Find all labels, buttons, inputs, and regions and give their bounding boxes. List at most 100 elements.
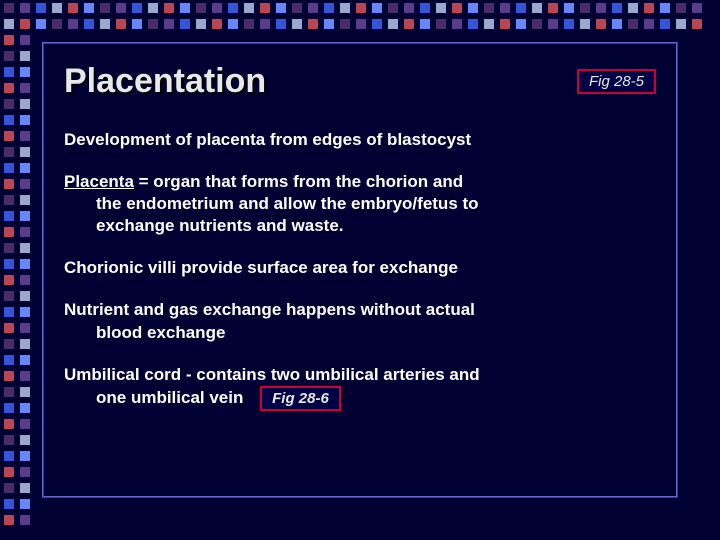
- decor-dot: [340, 19, 350, 29]
- decor-dot: [20, 515, 30, 525]
- decor-dot: [84, 19, 94, 29]
- decor-dot: [4, 419, 14, 429]
- decor-dot: [148, 19, 158, 29]
- decor-dot: [180, 3, 190, 13]
- decor-dot: [20, 355, 30, 365]
- decor-dot: [20, 339, 30, 349]
- decor-dot: [660, 3, 670, 13]
- figure-label-2: Fig 28-6: [260, 386, 341, 412]
- decor-dot: [644, 19, 654, 29]
- decor-dot: [20, 99, 30, 109]
- decor-dot: [468, 19, 478, 29]
- p4-line1: Nutrient and gas exchange happens withou…: [64, 300, 475, 319]
- placenta-term: Placenta: [64, 172, 134, 191]
- decor-dot: [516, 19, 526, 29]
- decor-dot: [500, 3, 510, 13]
- decor-dot: [20, 163, 30, 173]
- decor-dot: [580, 3, 590, 13]
- decor-dot: [4, 371, 14, 381]
- decor-dot: [20, 307, 30, 317]
- decor-dot: [36, 3, 46, 13]
- decor-dot: [340, 3, 350, 13]
- decor-dot: [20, 291, 30, 301]
- decor-dot: [20, 243, 30, 253]
- decor-dot: [4, 67, 14, 77]
- decor-dot: [4, 499, 14, 509]
- decor-dot: [148, 3, 158, 13]
- decor-dot: [4, 355, 14, 365]
- decor-dot: [84, 3, 94, 13]
- p2-line2: the endometrium and allow the embryo/fet…: [64, 193, 656, 215]
- decor-dot: [660, 19, 670, 29]
- decor-dot: [100, 19, 110, 29]
- decorative-dots-top: [0, 0, 720, 36]
- decor-dot: [20, 323, 30, 333]
- decor-dot: [596, 3, 606, 13]
- decor-dot: [20, 451, 30, 461]
- decor-dot: [580, 19, 590, 29]
- p4-line2: blood exchange: [64, 322, 656, 344]
- decor-dot: [212, 19, 222, 29]
- decor-dot: [628, 19, 638, 29]
- decor-dot: [20, 131, 30, 141]
- decor-dot: [20, 3, 30, 13]
- slide-content: Placentation Fig 28-5 Development of pla…: [42, 42, 678, 498]
- decor-dot: [4, 483, 14, 493]
- p5-line2: one umbilical vein Fig 28-6: [64, 386, 656, 412]
- decor-dot: [676, 19, 686, 29]
- decor-dot: [116, 3, 126, 13]
- decor-dot: [692, 19, 702, 29]
- decor-dot: [468, 3, 478, 13]
- decor-dot: [116, 19, 126, 29]
- decor-dot: [372, 3, 382, 13]
- decor-dot: [500, 19, 510, 29]
- decor-dot: [20, 483, 30, 493]
- figure-label-1: Fig 28-5: [577, 69, 656, 94]
- decor-dot: [20, 371, 30, 381]
- decor-dot: [164, 19, 174, 29]
- decor-dot: [4, 307, 14, 317]
- decor-dot: [276, 3, 286, 13]
- decor-dot: [4, 179, 14, 189]
- decor-dot: [404, 3, 414, 13]
- decor-dot: [564, 19, 574, 29]
- decor-dot: [612, 19, 622, 29]
- decor-dot: [388, 19, 398, 29]
- decor-dot: [548, 3, 558, 13]
- decor-dot: [436, 19, 446, 29]
- decor-dot: [132, 3, 142, 13]
- paragraph-1: Development of placenta from edges of bl…: [64, 129, 656, 151]
- decor-dot: [4, 163, 14, 173]
- decor-dot: [4, 195, 14, 205]
- decor-dot: [4, 211, 14, 221]
- decor-dot: [20, 19, 30, 29]
- decor-dot: [4, 35, 14, 45]
- decor-dot: [292, 19, 302, 29]
- decor-dot: [20, 259, 30, 269]
- decor-dot: [532, 19, 542, 29]
- decor-dot: [4, 3, 14, 13]
- decor-dot: [132, 19, 142, 29]
- decor-dot: [628, 3, 638, 13]
- decor-dot: [100, 3, 110, 13]
- p2-rest: = organ that forms from the chorion and: [134, 172, 463, 191]
- decor-dot: [68, 3, 78, 13]
- decor-dot: [372, 19, 382, 29]
- decor-dot: [308, 19, 318, 29]
- decor-dot: [20, 35, 30, 45]
- decor-dot: [20, 435, 30, 445]
- decor-dot: [388, 3, 398, 13]
- decor-dot: [196, 3, 206, 13]
- decor-dot: [20, 419, 30, 429]
- decor-dot: [324, 19, 334, 29]
- decor-dot: [4, 275, 14, 285]
- decor-dot: [4, 227, 14, 237]
- decor-dot: [68, 19, 78, 29]
- decor-dot: [4, 387, 14, 397]
- decor-dot: [420, 19, 430, 29]
- slide-title: Placentation: [64, 62, 266, 101]
- decor-dot: [676, 3, 686, 13]
- decor-dot: [644, 3, 654, 13]
- paragraph-5: Umbilical cord - contains two umbilical …: [64, 364, 656, 412]
- decor-dot: [452, 19, 462, 29]
